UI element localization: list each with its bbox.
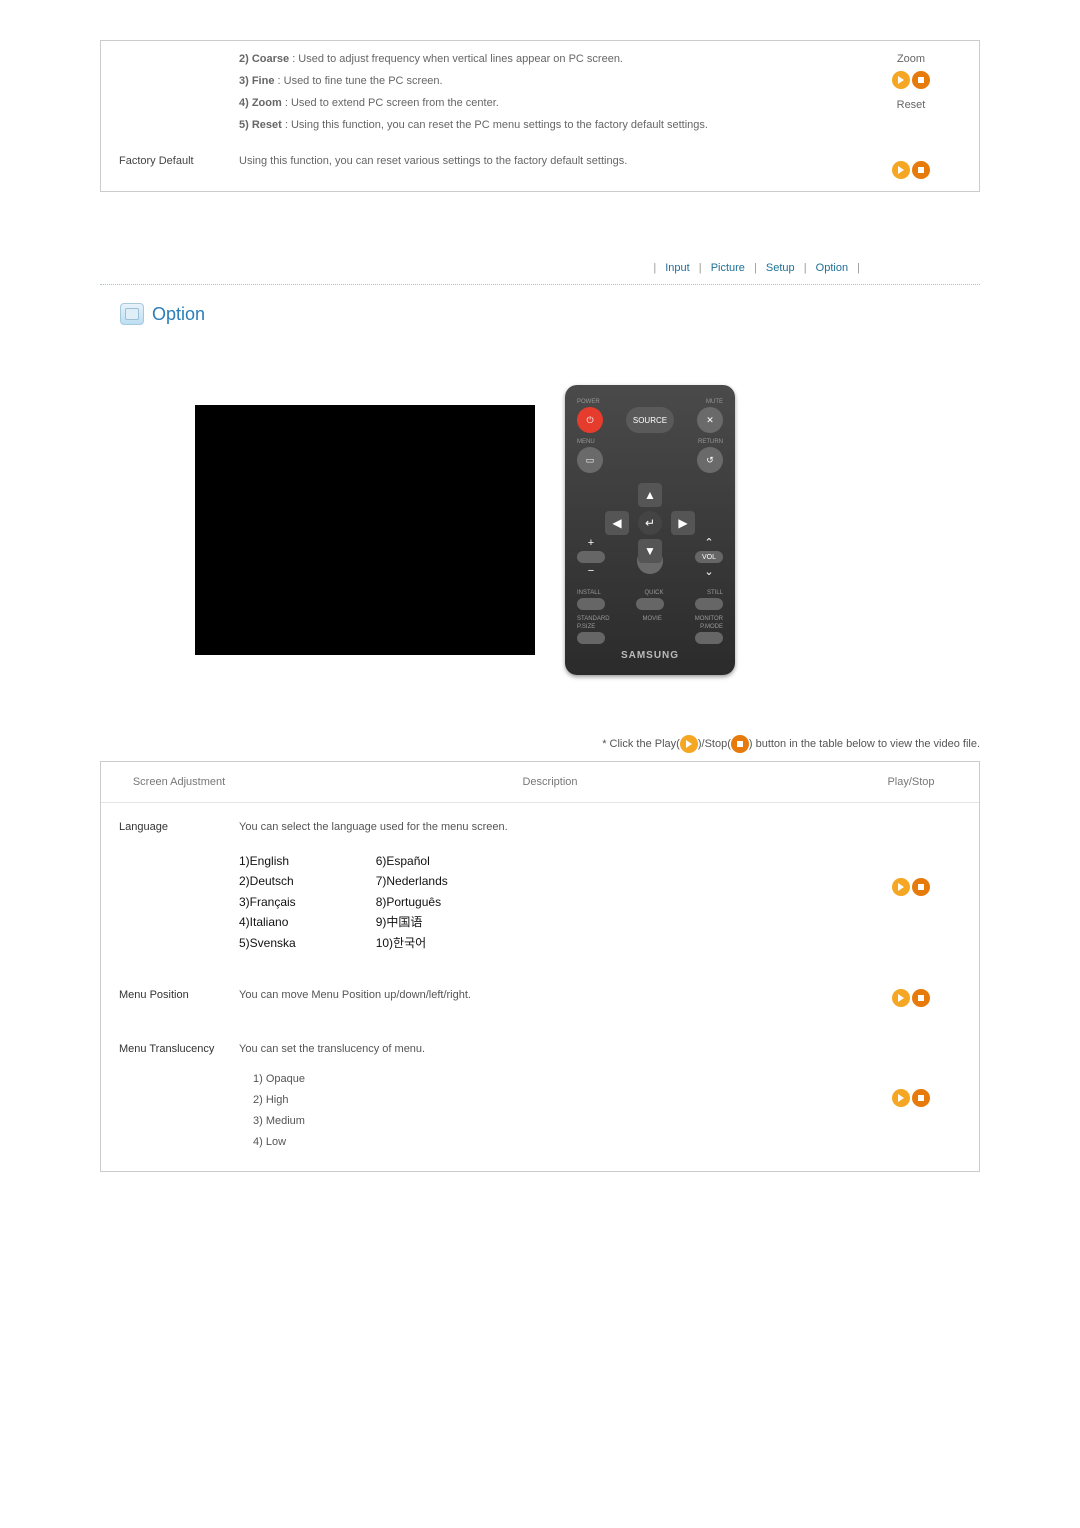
link-picture[interactable]: Picture: [711, 262, 745, 274]
pc-items: 2) Coarse : Used to adjust frequency whe…: [239, 53, 861, 131]
stop-icon[interactable]: [912, 71, 930, 89]
zoom-label: Zoom: [861, 53, 961, 65]
item-coarse-desc: : Used to adjust frequency when vertical…: [289, 53, 623, 65]
link-option[interactable]: Option: [816, 262, 848, 274]
factory-default-desc: Using this function, you can reset vario…: [239, 155, 861, 167]
section-option: Option: [120, 303, 960, 325]
remote-image: POWERMUTE ⏻ SOURCE ✕ MENURETURN ▭ ↺ ▲ ◀ …: [565, 385, 735, 675]
link-setup[interactable]: Setup: [766, 262, 795, 274]
item-fine-title: 3) Fine: [239, 75, 274, 87]
lang-col-a: 1)English 2)Deutsch 3)Français 4)Italian…: [239, 851, 296, 953]
item-zoom-title: 4) Zoom: [239, 97, 282, 109]
stop-icon[interactable]: [912, 1089, 930, 1107]
item-coarse-title: 2) Coarse: [239, 53, 289, 65]
option-table: Screen Adjustment Description Play/Stop …: [100, 761, 980, 1172]
menu-icon: ▭: [577, 447, 603, 473]
stop-icon[interactable]: [912, 878, 930, 896]
stop-icon[interactable]: [912, 161, 930, 179]
col-description: Description: [257, 762, 843, 802]
play-icon[interactable]: [892, 161, 910, 179]
row-translucency-desc: You can set the translucency of menu.: [239, 1043, 861, 1055]
col-screen-adjustment: Screen Adjustment: [101, 762, 257, 802]
vol-pill: VOL: [695, 551, 723, 563]
item-reset-desc: : Using this function, you can reset the…: [282, 119, 708, 131]
video-preview[interactable]: [195, 405, 535, 655]
row-language-desc: You can select the language used for the…: [239, 821, 861, 833]
folder-icon: [120, 303, 144, 325]
row-language-label: Language: [119, 821, 239, 953]
item-reset-title: 5) Reset: [239, 119, 282, 131]
stop-icon: [731, 735, 749, 753]
factory-default-label: Factory Default: [119, 155, 239, 167]
pc-settings-box: 2) Coarse : Used to adjust frequency whe…: [100, 40, 980, 192]
keystone-pill: [577, 551, 605, 563]
row-menuposition-label: Menu Position: [119, 989, 239, 1007]
play-icon[interactable]: [892, 1089, 910, 1107]
row-translucency-label: Menu Translucency: [119, 1043, 239, 1153]
row-menuposition-desc: You can move Menu Position up/down/left/…: [239, 989, 861, 1007]
power-icon: ⏻: [577, 407, 603, 433]
return-icon: ↺: [697, 447, 723, 473]
item-zoom-desc: : Used to extend PC screen from the cent…: [282, 97, 499, 109]
play-icon[interactable]: [892, 878, 910, 896]
play-icon[interactable]: [892, 989, 910, 1007]
play-icon[interactable]: [892, 71, 910, 89]
source-button: SOURCE: [626, 407, 674, 433]
play-icon: [680, 735, 698, 753]
note-text: * Click the Play()/Stop() button in the …: [100, 735, 980, 753]
item-fine-desc: : Used to fine tune the PC screen.: [274, 75, 442, 87]
mute-icon: ✕: [697, 407, 723, 433]
section-title: Option: [152, 304, 205, 325]
nav-pad: ▲ ◀ ↵ ▶ ▼: [595, 483, 705, 532]
reset-label: Reset: [861, 99, 961, 111]
nav-links: | Input | Picture | Setup | Option |: [0, 262, 860, 274]
samsung-logo: SAMSUNG: [621, 650, 679, 661]
link-input[interactable]: Input: [665, 262, 689, 274]
translucency-options: 1) Opaque 2) High 3) Medium 4) Low: [253, 1069, 861, 1153]
stop-icon[interactable]: [912, 989, 930, 1007]
col-playstop: Play/Stop: [843, 762, 979, 802]
lang-col-b: 6)Español 7)Nederlands 8)Português 9)中国语…: [376, 851, 448, 953]
divider: [100, 284, 980, 285]
